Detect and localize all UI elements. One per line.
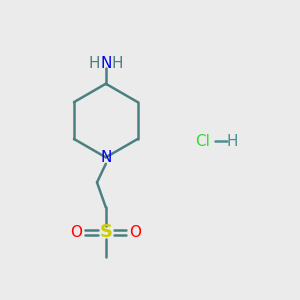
Text: O: O xyxy=(70,225,83,240)
Text: S: S xyxy=(99,224,112,242)
Text: H: H xyxy=(89,56,100,70)
Text: H: H xyxy=(111,56,123,70)
Text: H: H xyxy=(227,134,238,149)
Text: N: N xyxy=(100,56,112,70)
Text: Cl: Cl xyxy=(196,134,210,149)
Text: N: N xyxy=(100,150,112,165)
Text: O: O xyxy=(129,225,141,240)
